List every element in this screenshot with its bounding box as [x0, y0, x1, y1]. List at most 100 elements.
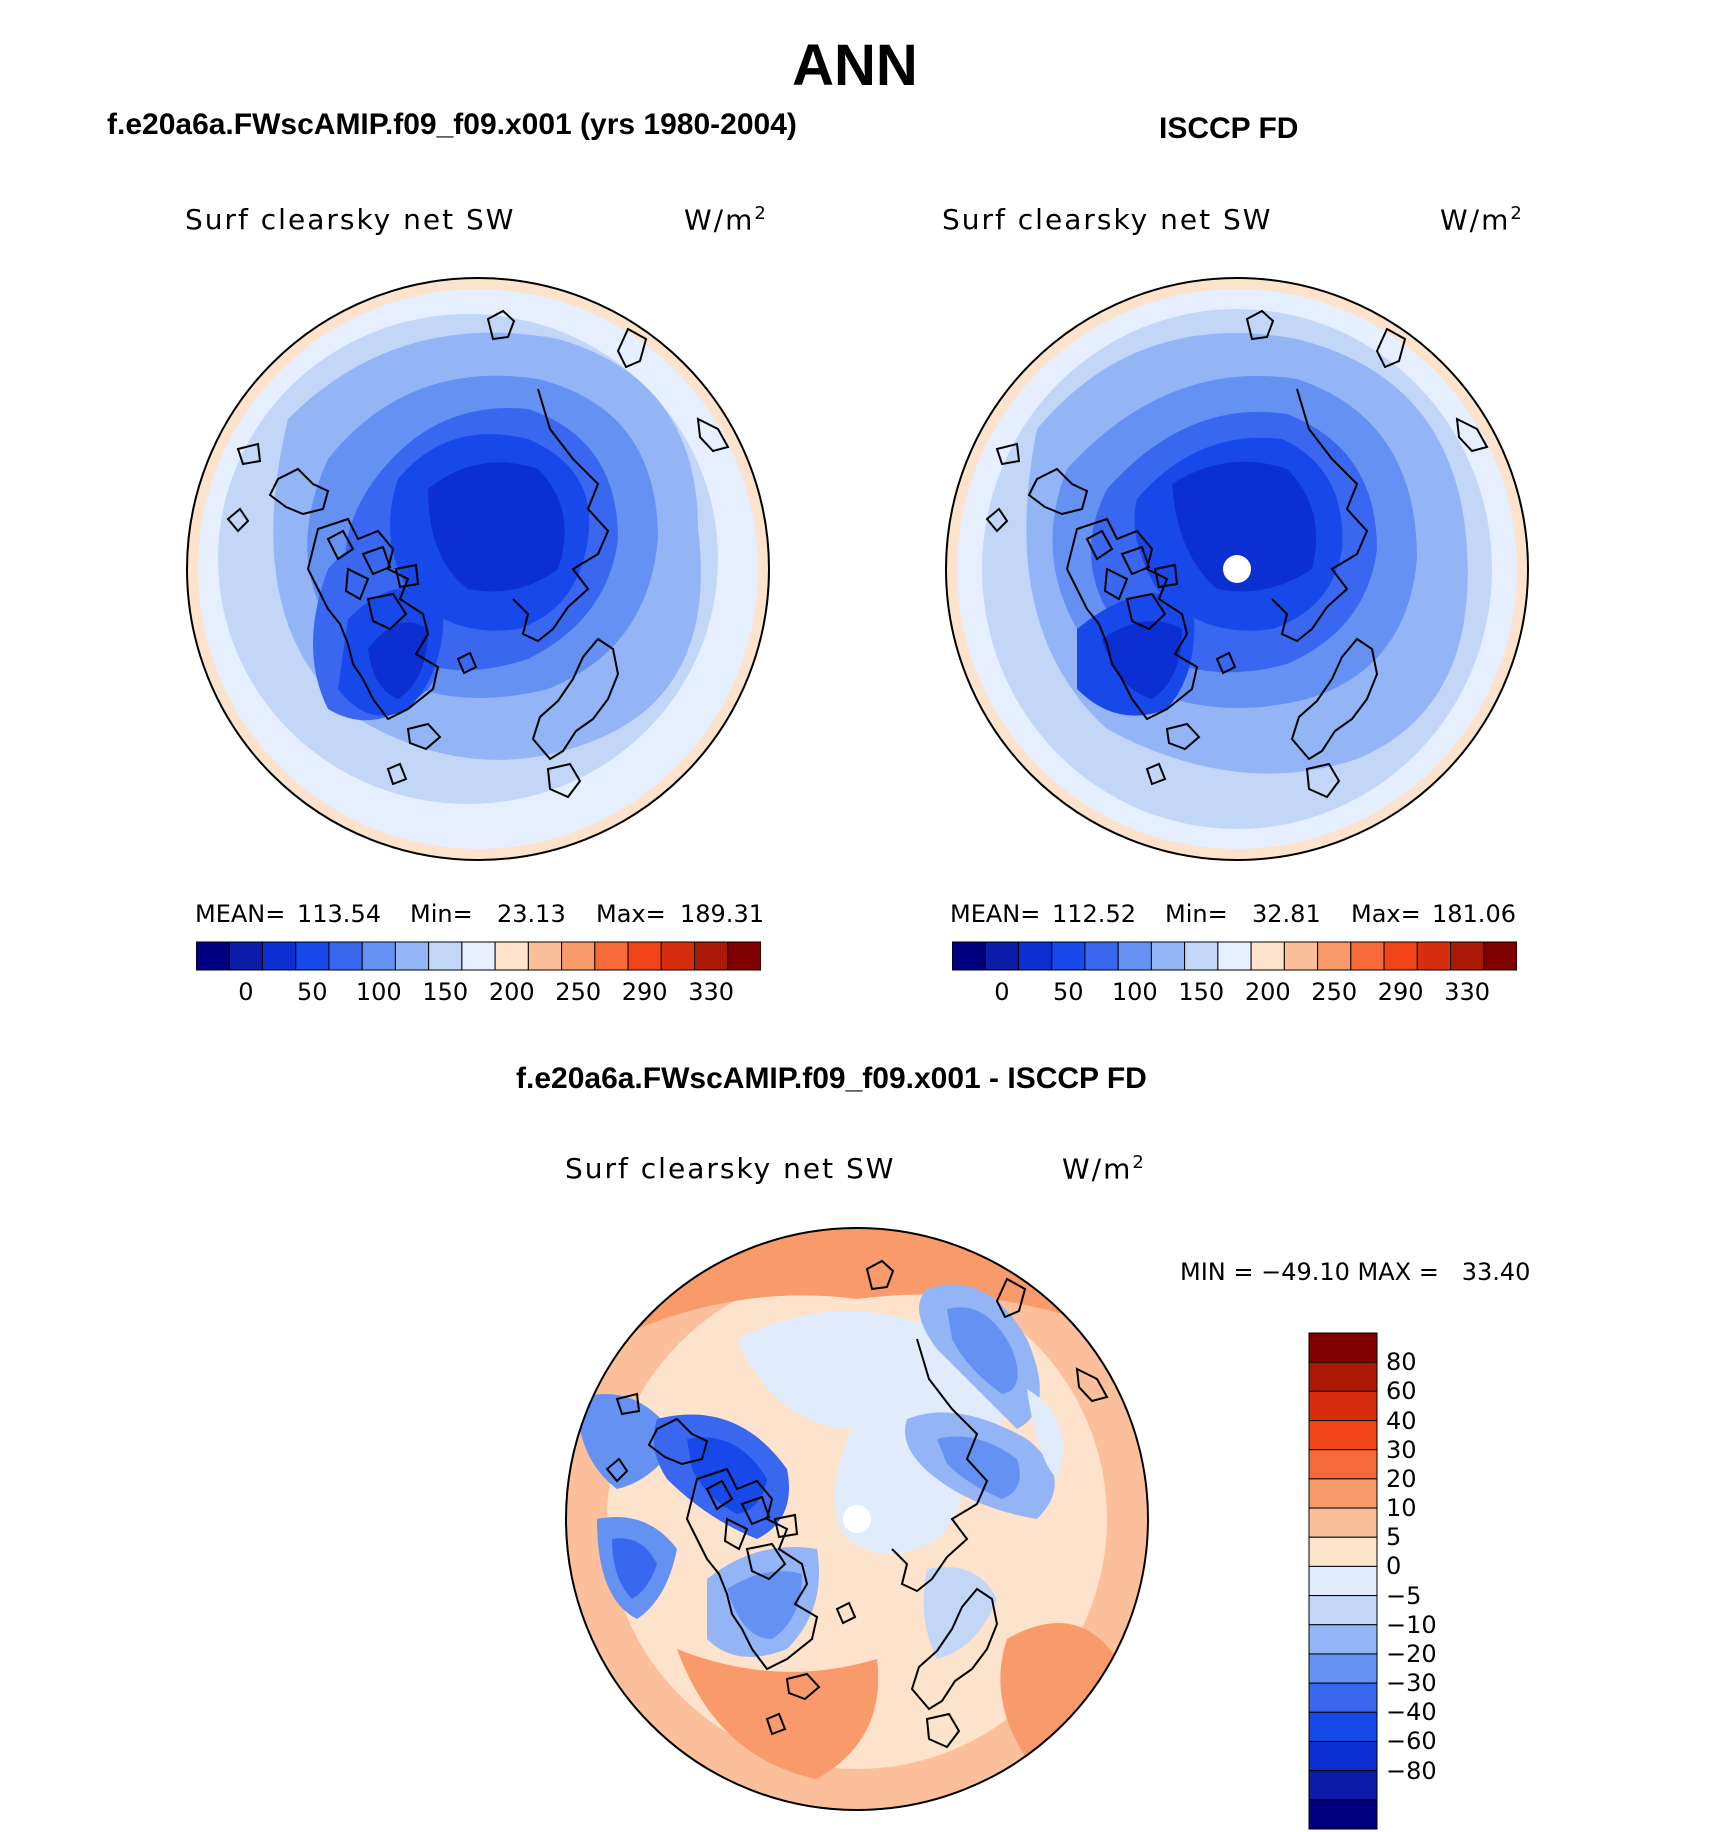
colorbar-swatch	[594, 941, 629, 971]
colorbar-swatch	[461, 941, 496, 971]
colorbar-swatch	[1308, 1682, 1378, 1713]
panel2-polar-map	[945, 277, 1529, 861]
diff-minmax: MIN = −49.10 MAX = 33.40	[1180, 1258, 1531, 1286]
colorbar-swatch	[1250, 941, 1285, 971]
colorbar-swatch	[1308, 1565, 1378, 1597]
panel2-min-value: 32.81	[1252, 900, 1321, 928]
panel2-heading: ISCCP FD	[1159, 112, 1299, 145]
panel2-units: W/m2	[1440, 203, 1524, 237]
colorbar-swatch	[1308, 1478, 1378, 1509]
colorbar-swatch	[1416, 941, 1452, 971]
colorbar-swatch	[196, 941, 230, 971]
panel1-min-label: Min=	[410, 900, 473, 928]
colorbar-swatch	[1350, 941, 1385, 971]
colorbar-tick-label: 200	[1244, 978, 1291, 1006]
colorbar-swatch	[1383, 941, 1418, 971]
colorbar-swatch	[1217, 941, 1252, 971]
panel1-colorbar	[196, 941, 761, 971]
colorbar-swatch	[1308, 1595, 1378, 1626]
colorbar-level-label: 5	[1386, 1523, 1402, 1552]
colorbar-swatch	[361, 941, 396, 971]
colorbar-swatch	[984, 941, 1019, 971]
colorbar-swatch	[1308, 1624, 1378, 1655]
colorbar-swatch	[328, 941, 363, 971]
colorbar-tick-label: 250	[555, 978, 602, 1006]
colorbar-tick-label: 50	[297, 978, 328, 1006]
colorbar-swatch	[1051, 941, 1086, 971]
panel1-min-value: 23.13	[497, 900, 566, 928]
colorbar-swatch	[1308, 1420, 1378, 1451]
colorbar-swatch	[561, 941, 596, 971]
colorbar-swatch	[1308, 1740, 1378, 1772]
colorbar-swatch	[1450, 941, 1485, 971]
colorbar-tick-label: 150	[422, 978, 469, 1006]
colorbar-level-label: 10	[1386, 1494, 1417, 1523]
colorbar-swatch	[1017, 941, 1053, 971]
colorbar-swatch	[295, 941, 330, 971]
colorbar-swatch	[1308, 1770, 1378, 1801]
colorbar-level-label: −20	[1386, 1639, 1437, 1668]
diff-heading: f.e20a6a.FWscAMIP.f09_f09.x001 - ISCCP F…	[516, 1062, 1147, 1095]
colorbar-level-label: −10	[1386, 1610, 1437, 1639]
diff-colorbar	[1308, 1332, 1378, 1830]
panel1-mean-label: MEAN=	[195, 900, 286, 928]
colorbar-level-label: −80	[1386, 1756, 1437, 1785]
panel2-min-label: Min=	[1165, 900, 1228, 928]
colorbar-level-label: −30	[1386, 1669, 1437, 1698]
colorbar-tick-label: 290	[621, 978, 668, 1006]
colorbar-swatch	[527, 941, 563, 971]
colorbar-swatch	[1084, 941, 1119, 971]
panel1-colorbar-ticks: 0 50 100 150 200 250 290 330	[196, 978, 761, 1008]
colorbar-swatch	[627, 941, 662, 971]
panel2-max-label: Max=	[1351, 900, 1421, 928]
diff-colorbar-labels: 80 60 40 30 20 10 5 0 −5 −10 −20 −30 −40 −60 −80	[1386, 1332, 1466, 1832]
colorbar-tick-label: 150	[1178, 978, 1225, 1006]
colorbar-level-label: −60	[1386, 1727, 1437, 1756]
panel1-units: W/m2	[684, 203, 768, 237]
colorbar-tick-label: 0	[238, 978, 254, 1006]
colorbar-tick-label: 0	[994, 978, 1010, 1006]
colorbar-swatch	[1308, 1711, 1378, 1742]
colorbar-level-label: 80	[1386, 1348, 1417, 1377]
colorbar-tick-label: 250	[1311, 978, 1358, 1006]
colorbar-swatch	[1117, 941, 1152, 971]
panel1-max-label: Max=	[596, 900, 666, 928]
colorbar-swatch	[261, 941, 297, 971]
colorbar-level-label: −5	[1386, 1581, 1422, 1610]
colorbar-level-label: 30	[1386, 1435, 1417, 1464]
panel1-variable: Surf clearsky net SW	[185, 203, 516, 236]
colorbar-tick-label: 100	[355, 978, 402, 1006]
colorbar-swatch	[660, 941, 696, 971]
colorbar-swatch	[694, 941, 729, 971]
panel1-mean-value: 113.54	[297, 900, 381, 928]
colorbar-swatch	[952, 941, 986, 971]
colorbar-swatch	[494, 941, 529, 971]
colorbar-swatch	[228, 941, 263, 971]
panel1-heading: f.e20a6a.FWscAMIP.f09_f09.x001 (yrs 1980…	[107, 108, 797, 141]
panel1-polar-map	[186, 277, 770, 861]
colorbar-swatch	[1308, 1361, 1378, 1392]
colorbar-swatch	[1184, 941, 1219, 971]
colorbar-swatch	[1317, 941, 1352, 971]
colorbar-level-label: 60	[1386, 1377, 1417, 1406]
colorbar-swatch	[1308, 1449, 1378, 1480]
panel1-max-value: 189.31	[680, 900, 764, 928]
colorbar-swatch	[1308, 1653, 1378, 1684]
diff-variable: Surf clearsky net SW	[565, 1152, 896, 1185]
panel2-mean-label: MEAN=	[950, 900, 1041, 928]
colorbar-level-label: 20	[1386, 1464, 1417, 1493]
colorbar-tick-label: 100	[1111, 978, 1158, 1006]
panel2-colorbar-ticks: 0 50 100 150 200 250 290 330	[952, 978, 1517, 1008]
colorbar-swatch	[1308, 1536, 1378, 1567]
colorbar-swatch	[727, 941, 761, 971]
diff-units: W/m2	[1062, 1152, 1146, 1186]
colorbar-swatch	[1283, 941, 1319, 971]
colorbar-tick-label: 330	[688, 978, 735, 1006]
colorbar-tick-label: 200	[488, 978, 535, 1006]
figure-title: ANN	[792, 33, 918, 98]
colorbar-swatch	[1308, 1390, 1378, 1422]
colorbar-level-label: 40	[1386, 1406, 1417, 1435]
panel2-max-value: 181.06	[1432, 900, 1516, 928]
colorbar-swatch	[1308, 1332, 1378, 1363]
colorbar-swatch	[1308, 1799, 1378, 1830]
